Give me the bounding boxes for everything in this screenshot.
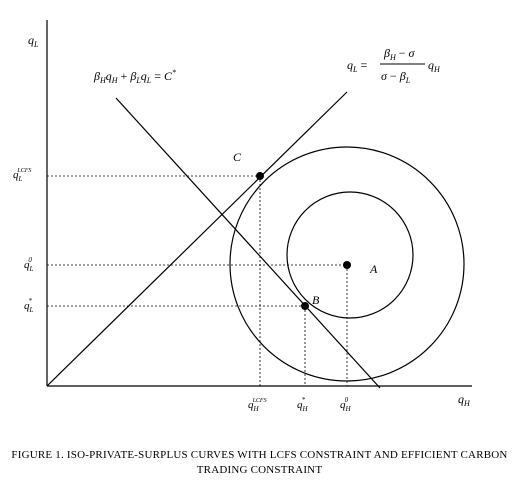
- point-b-label: B: [312, 293, 320, 307]
- caption-line-2: TRADING CONSTRAINT: [196, 464, 323, 476]
- y-axis-label: qL: [28, 33, 39, 49]
- guide-lines: [47, 175, 348, 386]
- y-tick-q-l-star: qL*: [24, 297, 34, 314]
- point-a-label: A: [369, 262, 378, 276]
- figure-caption: FIGURE 1. ISO-PRIVATE-SURPLUS CURVES WIT…: [0, 448, 519, 478]
- iso-surplus-diagram: qL qH C A B qLLCFS qL0 qL* qHLCFS qH* qH…: [13, 20, 472, 413]
- x-tick-q-h-star: qH*: [297, 396, 309, 413]
- svg-text:qL =: qL =: [347, 58, 367, 74]
- svg-text:σ − βL: σ − βL: [381, 69, 411, 85]
- x-tick-q-h-lcfs: qHLCFS: [248, 398, 267, 413]
- point-c-marker: [256, 172, 264, 180]
- caption-line-1: FIGURE 1. ISO-PRIVATE-SURPLUS CURVES WIT…: [11, 449, 508, 461]
- svg-text:βH − σ: βH − σ: [383, 46, 416, 62]
- svg-text:qH: qH: [428, 58, 441, 74]
- point-a-marker: [343, 261, 351, 269]
- x-axis-label: qH: [458, 392, 471, 408]
- carbon-trading-line: [115, 97, 381, 389]
- inner-iso-surplus-curve: [286, 191, 414, 319]
- y-tick-q-l-0: qL0: [24, 256, 34, 273]
- lcfs-ray: [46, 91, 348, 387]
- y-tick-q-l-lcfs: qLLCFS: [13, 168, 31, 183]
- lcfs-ray-equation: qL = βH − σ σ − βL qH: [347, 46, 441, 85]
- point-c-label: C: [233, 150, 242, 164]
- x-tick-q-h-0: qH0: [340, 396, 352, 413]
- point-b-marker: [301, 302, 309, 310]
- carbon-trading-equation: βHqH + βLqL = C*: [93, 68, 176, 85]
